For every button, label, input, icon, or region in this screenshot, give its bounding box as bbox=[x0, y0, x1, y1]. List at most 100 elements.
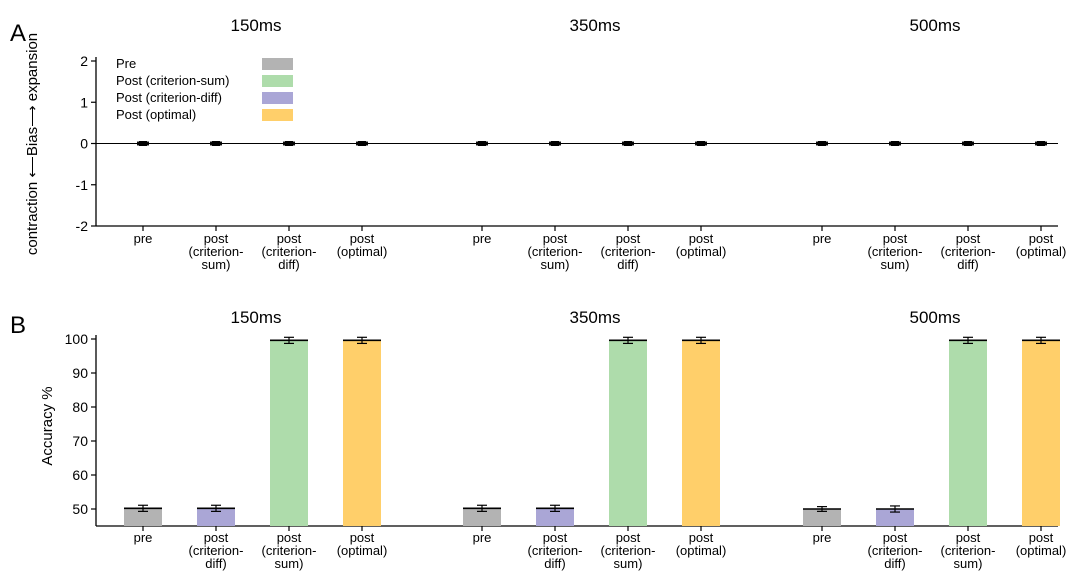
panel-a-x-label: (criterion- bbox=[601, 244, 656, 259]
panel-a-y-label-arrow-left: ⟵ bbox=[24, 156, 41, 182]
panel-b-x-label: (criterion- bbox=[868, 543, 923, 558]
panel-a-data-point bbox=[478, 141, 486, 146]
panel-b-x-label: diff) bbox=[205, 556, 226, 571]
panel-a-data-point bbox=[697, 141, 705, 146]
panel-b-x-label: (criterion- bbox=[941, 543, 996, 558]
panel-b-x-label: post bbox=[1029, 530, 1054, 545]
panel-a-x-label: post bbox=[543, 231, 568, 246]
panel-a-y-tick-label: 0 bbox=[80, 136, 88, 152]
panel-b-x-label: (optimal) bbox=[337, 543, 388, 558]
panel-b-condition-title: 500ms bbox=[909, 308, 960, 327]
panel-a-x-label: (optimal) bbox=[1016, 244, 1067, 259]
panel-b-x-label: post bbox=[689, 530, 714, 545]
panel-b-y-tick-label: 50 bbox=[72, 501, 88, 517]
panel-b-bar bbox=[343, 340, 381, 526]
legend-swatch bbox=[262, 109, 293, 121]
panel-b-x-label: sum) bbox=[614, 556, 643, 571]
panel-b-bar bbox=[270, 340, 308, 526]
panel-a-x-label: post bbox=[883, 231, 908, 246]
panel-b-y-tick-label: 90 bbox=[72, 365, 88, 381]
panel-a-data-point bbox=[139, 141, 147, 146]
legend-label: Pre bbox=[116, 56, 136, 71]
panel-b-x-label: diff) bbox=[884, 556, 905, 571]
panel-a-condition-title: 500ms bbox=[909, 16, 960, 35]
panel-b-x-label: diff) bbox=[544, 556, 565, 571]
panel-b-x-label: (optimal) bbox=[676, 543, 727, 558]
legend-label: Post (criterion-sum) bbox=[116, 73, 229, 88]
panel-a-x-label: (optimal) bbox=[337, 244, 388, 259]
panel-b-bar bbox=[1022, 340, 1060, 526]
panel-a-x-label: diff) bbox=[278, 257, 299, 272]
panel-a-y-tick-label: -1 bbox=[76, 177, 89, 193]
panel-a-data-point bbox=[551, 141, 559, 146]
panel-b-y-tick-label: 70 bbox=[72, 433, 88, 449]
panel-a-data-point bbox=[1037, 141, 1045, 146]
panel-a-condition-title: 150ms bbox=[230, 16, 281, 35]
panel-b-x-label: (optimal) bbox=[1016, 543, 1067, 558]
panel-b-y-label: Accuracy % bbox=[39, 386, 56, 465]
panel-a-x-label: (criterion- bbox=[262, 244, 317, 259]
panel-b-x-label: pre bbox=[473, 530, 492, 545]
panel-a-data-point bbox=[212, 141, 220, 146]
panel-a-x-label: post bbox=[956, 231, 981, 246]
panel-a-data-point bbox=[358, 141, 366, 146]
panel-b-x-label: post bbox=[277, 530, 302, 545]
panel-b-x-label: post bbox=[204, 530, 229, 545]
panel-a-y-tick-label: 2 bbox=[80, 53, 88, 69]
legend-swatch bbox=[262, 75, 293, 87]
panel-a-y-label-left: contraction bbox=[24, 182, 41, 255]
panel-a-y-label-arrow-right: ⟶ bbox=[24, 101, 41, 127]
legend-label: Post (optimal) bbox=[116, 107, 196, 122]
panel-a-x-label: post bbox=[350, 231, 375, 246]
panel-b-condition-title: 150ms bbox=[230, 308, 281, 327]
panel-a-x-label: (optimal) bbox=[676, 244, 727, 259]
panel-b-letter: B bbox=[10, 312, 26, 339]
panel-b-y-tick-label: 100 bbox=[65, 331, 89, 347]
panel-a-x-label: diff) bbox=[957, 257, 978, 272]
panel-b-bar bbox=[949, 340, 987, 526]
panel-b-x-label: post bbox=[956, 530, 981, 545]
panel-a-chart: -2 -1 0 1 2 contraction ⟵Bias⟶ expansion Pre Po… bbox=[24, 16, 1066, 272]
panel-b-condition-title: 350ms bbox=[569, 308, 620, 327]
panel-a-condition-title: 350ms bbox=[569, 16, 620, 35]
panel-a-x-label: post bbox=[277, 231, 302, 246]
panel-a-data-point bbox=[891, 141, 899, 146]
panel-b-x-label: post bbox=[543, 530, 568, 545]
panel-b-x-label: pre bbox=[134, 530, 153, 545]
panel-b-x-label: sum) bbox=[275, 556, 304, 571]
panel-a-x-label: sum) bbox=[881, 257, 910, 272]
panel-a-x-label: pre bbox=[473, 231, 492, 246]
panel-b-y-tick-label: 60 bbox=[72, 467, 88, 483]
panel-b-bar bbox=[609, 340, 647, 526]
panel-b-bar bbox=[803, 509, 841, 526]
panel-a-x-label: diff) bbox=[617, 257, 638, 272]
panel-a-y-label: contraction ⟵Bias⟶ expansion bbox=[24, 33, 41, 255]
panel-a-x-label: post bbox=[689, 231, 714, 246]
panel-a-x-label: sum) bbox=[541, 257, 570, 272]
panel-a-x-label: post bbox=[204, 231, 229, 246]
panel-b-x-label: post bbox=[883, 530, 908, 545]
panel-b-bar bbox=[197, 508, 235, 526]
panel-a-x-label: sum) bbox=[202, 257, 231, 272]
panel-a-x-label: pre bbox=[813, 231, 832, 246]
panel-b-x-label: (criterion- bbox=[262, 543, 317, 558]
panel-a-letter: A bbox=[10, 20, 26, 47]
panel-a-y-label-right: expansion bbox=[24, 33, 41, 101]
panel-a-data-point bbox=[964, 141, 972, 146]
panel-b-bar bbox=[682, 340, 720, 526]
panel-b-bar bbox=[124, 508, 162, 526]
panel-b-bar bbox=[876, 509, 914, 526]
legend-swatch bbox=[262, 58, 293, 70]
panel-b-x-label: (criterion- bbox=[601, 543, 656, 558]
legend-label: Post (criterion-diff) bbox=[116, 90, 222, 105]
panel-b-x-label: (criterion- bbox=[189, 543, 244, 558]
panel-b-x-label: (criterion- bbox=[528, 543, 583, 558]
panel-a-x-label: post bbox=[616, 231, 641, 246]
panel-a-data-point bbox=[624, 141, 632, 146]
panel-a-x-label: (criterion- bbox=[868, 244, 923, 259]
panel-b-y-tick-label: 80 bbox=[72, 399, 88, 415]
panel-b-x-label: pre bbox=[813, 530, 832, 545]
